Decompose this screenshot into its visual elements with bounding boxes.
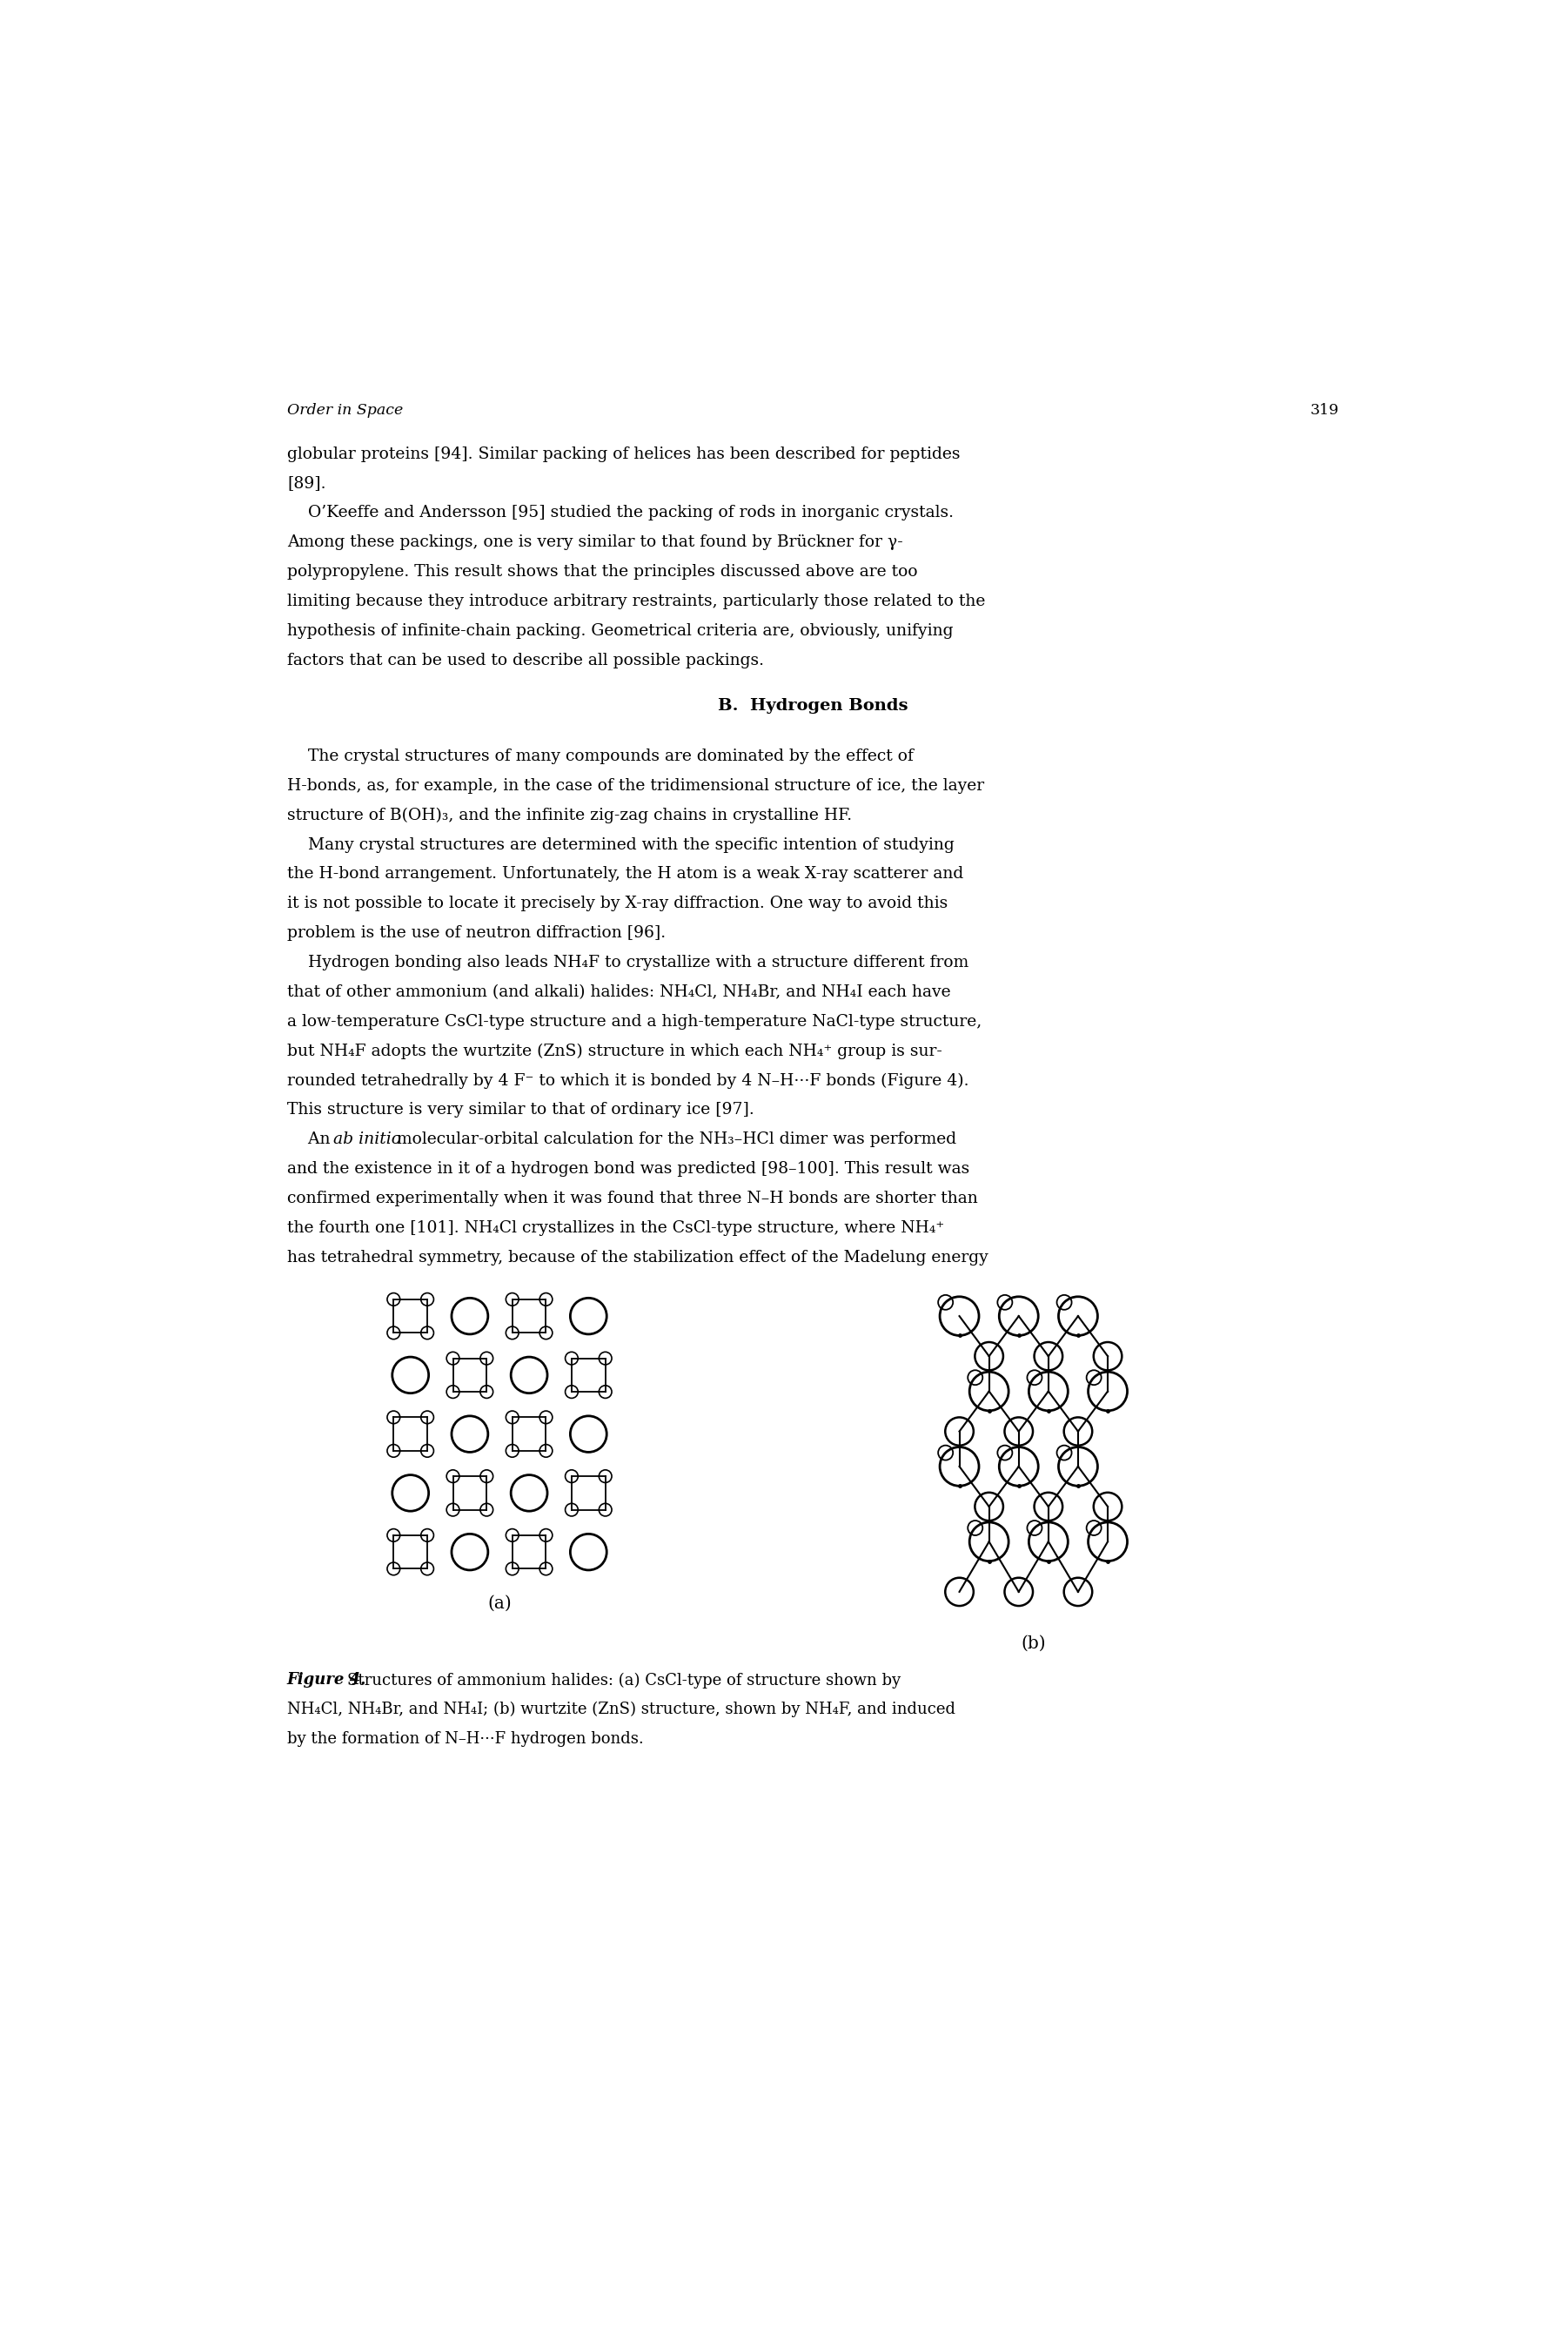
Text: problem is the use of neutron diffraction [96].: problem is the use of neutron diffractio… xyxy=(287,926,666,940)
Text: Among these packings, one is very similar to that found by Brückner for γ-: Among these packings, one is very simila… xyxy=(287,536,903,550)
Text: Hydrogen bonding also leads NH₄F to crystallize with a structure different from: Hydrogen bonding also leads NH₄F to crys… xyxy=(287,954,969,971)
Text: Order in Space: Order in Space xyxy=(287,402,403,418)
Text: the H-bond arrangement. Unfortunately, the H atom is a weak X-ray scatterer and: the H-bond arrangement. Unfortunately, t… xyxy=(287,867,963,881)
Text: polypropylene. This result shows that the principles discussed above are too: polypropylene. This result shows that th… xyxy=(287,564,917,580)
Text: The crystal structures of many compounds are dominated by the effect of: The crystal structures of many compounds… xyxy=(287,747,914,764)
Text: molecular-orbital calculation for the NH₃–HCl dimer was performed: molecular-orbital calculation for the NH… xyxy=(392,1133,956,1147)
Text: by the formation of N–H···F hydrogen bonds.: by the formation of N–H···F hydrogen bon… xyxy=(287,1732,643,1746)
Text: limiting because they introduce arbitrary restraints, particularly those related: limiting because they introduce arbitrar… xyxy=(287,595,985,609)
Text: rounded tetrahedrally by 4 F⁻ to which it is bonded by 4 N–H···F bonds (Figure 4: rounded tetrahedrally by 4 F⁻ to which i… xyxy=(287,1074,969,1088)
Text: NH₄Cl, NH₄Br, and NH₄I; (b) wurtzite (ZnS) structure, shown by NH₄F, and induced: NH₄Cl, NH₄Br, and NH₄I; (b) wurtzite (Zn… xyxy=(287,1701,955,1718)
Text: Figure 4.: Figure 4. xyxy=(287,1673,367,1687)
Text: has tetrahedral symmetry, because of the stabilization effect of the Madelung en: has tetrahedral symmetry, because of the… xyxy=(287,1250,988,1264)
Text: Many crystal structures are determined with the specific intention of studying: Many crystal structures are determined w… xyxy=(287,837,955,853)
Text: that of other ammonium (and alkali) halides: NH₄Cl, NH₄Br, and NH₄I each have: that of other ammonium (and alkali) hali… xyxy=(287,985,950,1001)
Text: H-bonds, as, for example, in the case of the tridimensional structure of ice, th: H-bonds, as, for example, in the case of… xyxy=(287,778,985,794)
Text: 319: 319 xyxy=(1311,402,1339,418)
Text: it is not possible to locate it precisely by X-ray diffraction. One way to avoid: it is not possible to locate it precisel… xyxy=(287,895,947,912)
Text: a low-temperature CsCl-type structure and a high-temperature NaCl-type structure: a low-temperature CsCl-type structure an… xyxy=(287,1013,982,1029)
Text: the fourth one [101]. NH₄Cl crystallizes in the CsCl-type structure, where NH₄⁺: the fourth one [101]. NH₄Cl crystallizes… xyxy=(287,1220,944,1236)
Text: Structures of ammonium halides: (a) CsCl-type of structure shown by: Structures of ammonium halides: (a) CsCl… xyxy=(347,1673,900,1687)
Text: but NH₄F adopts the wurtzite (ZnS) structure in which each NH₄⁺ group is sur-: but NH₄F adopts the wurtzite (ZnS) struc… xyxy=(287,1043,942,1060)
Text: and the existence in it of a hydrogen bond was predicted [98–100]. This result w: and the existence in it of a hydrogen bo… xyxy=(287,1161,969,1177)
Text: confirmed experimentally when it was found that three N–H bonds are shorter than: confirmed experimentally when it was fou… xyxy=(287,1191,978,1206)
Text: ab initio: ab initio xyxy=(332,1133,401,1147)
Text: globular proteins [94]. Similar packing of helices has been described for peptid: globular proteins [94]. Similar packing … xyxy=(287,446,960,463)
Text: factors that can be used to describe all possible packings.: factors that can be used to describe all… xyxy=(287,653,764,667)
Text: An: An xyxy=(287,1133,336,1147)
Text: This structure is very similar to that of ordinary ice [97].: This structure is very similar to that o… xyxy=(287,1102,754,1119)
Text: [89].: [89]. xyxy=(287,475,326,491)
Text: structure of B(OH)₃, and the infinite zig-zag chains in crystalline HF.: structure of B(OH)₃, and the infinite zi… xyxy=(287,808,851,822)
Text: B.  Hydrogen Bonds: B. Hydrogen Bonds xyxy=(718,698,908,714)
Text: hypothesis of infinite-chain packing. Geometrical criteria are, obviously, unify: hypothesis of infinite-chain packing. Ge… xyxy=(287,623,953,639)
Text: (a): (a) xyxy=(488,1596,511,1612)
Text: O’Keeffe and Andersson [95] studied the packing of rods in inorganic crystals.: O’Keeffe and Andersson [95] studied the … xyxy=(287,505,953,522)
Text: (b): (b) xyxy=(1021,1636,1046,1652)
